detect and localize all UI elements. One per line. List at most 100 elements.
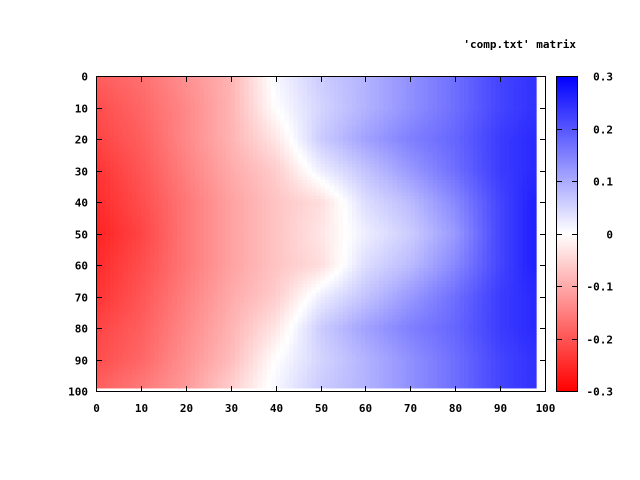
heatmap-cell bbox=[145, 139, 151, 143]
heatmap-cell bbox=[482, 173, 488, 178]
heatmap-cell bbox=[284, 189, 290, 194]
heatmap-cell bbox=[257, 214, 263, 219]
heatmap-cell bbox=[109, 82, 115, 87]
heatmap-cell bbox=[221, 101, 227, 105]
heatmap-cell bbox=[302, 107, 308, 112]
heatmap-cell bbox=[333, 205, 340, 209]
heatmap-cell bbox=[405, 186, 411, 190]
heatmap-cell bbox=[491, 161, 497, 165]
heatmap-cell bbox=[329, 135, 335, 140]
heatmap-cell bbox=[127, 192, 133, 197]
heatmap-cell bbox=[239, 107, 245, 112]
heatmap-cell bbox=[531, 123, 537, 127]
heatmap-cell bbox=[208, 179, 214, 184]
heatmap-cell bbox=[203, 132, 209, 137]
heatmap-cell bbox=[432, 110, 438, 115]
heatmap-cell bbox=[104, 217, 111, 222]
heatmap-cell bbox=[360, 224, 366, 228]
heatmap-cell bbox=[109, 107, 115, 112]
heatmap-cell bbox=[307, 142, 313, 146]
heatmap-cell bbox=[212, 154, 218, 159]
heatmap-cell bbox=[369, 186, 375, 190]
heatmap-cell bbox=[163, 126, 169, 131]
heatmap-cell bbox=[324, 220, 331, 225]
heatmap-cell bbox=[482, 126, 488, 131]
heatmap-cell bbox=[423, 91, 429, 96]
heatmap-cell bbox=[320, 220, 326, 225]
heatmap-cell bbox=[518, 110, 524, 115]
heatmap-cell bbox=[158, 76, 164, 80]
heatmap-cell bbox=[459, 151, 465, 156]
heatmap-cell bbox=[293, 151, 299, 156]
heatmap-cell bbox=[405, 120, 411, 124]
heatmap-cell bbox=[230, 88, 236, 93]
heatmap-cell bbox=[226, 126, 232, 131]
heatmap-cell bbox=[419, 202, 425, 206]
heatmap-cell bbox=[230, 85, 236, 90]
heatmap-cell bbox=[235, 157, 241, 162]
heatmap-cell bbox=[446, 202, 452, 206]
heatmap-cell bbox=[356, 110, 362, 115]
heatmap-cell bbox=[104, 123, 111, 127]
heatmap-cell bbox=[235, 224, 241, 228]
heatmap-cell bbox=[437, 173, 443, 178]
heatmap-cell bbox=[118, 183, 124, 187]
heatmap-cell bbox=[486, 82, 492, 87]
heatmap-cell bbox=[208, 101, 214, 105]
heatmap-cell bbox=[284, 107, 290, 112]
heatmap-cell bbox=[190, 139, 196, 143]
heatmap-cell bbox=[522, 208, 528, 213]
heatmap-cell bbox=[464, 220, 470, 225]
heatmap-cell bbox=[100, 189, 106, 194]
heatmap-cell bbox=[104, 113, 111, 118]
heatmap-cell bbox=[172, 192, 178, 197]
heatmap-cell bbox=[477, 113, 483, 118]
heatmap-cell bbox=[239, 227, 245, 231]
heatmap-cell bbox=[163, 214, 169, 219]
heatmap-cell bbox=[351, 183, 358, 187]
heatmap-cell bbox=[113, 148, 120, 153]
heatmap-cell bbox=[109, 135, 115, 140]
heatmap-cell bbox=[383, 192, 389, 197]
heatmap-cell bbox=[257, 139, 263, 143]
heatmap-cell bbox=[338, 88, 344, 93]
heatmap-cell bbox=[531, 167, 537, 172]
heatmap-cell bbox=[190, 145, 196, 150]
heatmap-cell bbox=[504, 164, 510, 168]
heatmap-cell bbox=[347, 220, 353, 225]
heatmap-cell bbox=[482, 198, 488, 203]
heatmap-cell bbox=[230, 154, 236, 159]
heatmap-cell bbox=[477, 164, 483, 168]
heatmap-cell bbox=[455, 208, 461, 213]
heatmap-cell bbox=[176, 88, 182, 93]
heatmap-cell bbox=[495, 192, 501, 197]
heatmap-cell bbox=[104, 214, 111, 219]
heatmap-cell bbox=[284, 192, 290, 197]
heatmap-cell bbox=[316, 164, 322, 168]
heatmap-cell bbox=[96, 176, 102, 181]
heatmap-cell bbox=[185, 167, 191, 172]
heatmap-cell bbox=[311, 167, 317, 172]
heatmap-cell bbox=[324, 192, 331, 197]
heatmap-cell bbox=[500, 233, 506, 238]
heatmap-cell bbox=[181, 179, 187, 184]
heatmap-cell bbox=[199, 107, 205, 112]
heatmap-cell bbox=[221, 142, 227, 146]
heatmap-cell bbox=[531, 126, 537, 131]
heatmap-cell bbox=[248, 154, 254, 159]
heatmap-cell bbox=[185, 145, 191, 150]
heatmap-cell bbox=[482, 148, 488, 153]
heatmap-cell bbox=[203, 129, 209, 134]
heatmap-cell bbox=[351, 104, 358, 109]
heatmap-cell bbox=[356, 198, 362, 203]
heatmap-cell bbox=[365, 198, 371, 203]
heatmap-cell bbox=[329, 170, 335, 175]
heatmap-cell bbox=[167, 154, 173, 159]
heatmap-cell bbox=[262, 167, 268, 172]
heatmap-cell bbox=[414, 230, 420, 235]
heatmap-cell bbox=[104, 227, 111, 231]
heatmap-cell bbox=[212, 139, 218, 143]
heatmap-cell bbox=[486, 123, 492, 127]
heatmap-cell bbox=[235, 85, 241, 90]
heatmap-cell bbox=[527, 113, 533, 118]
